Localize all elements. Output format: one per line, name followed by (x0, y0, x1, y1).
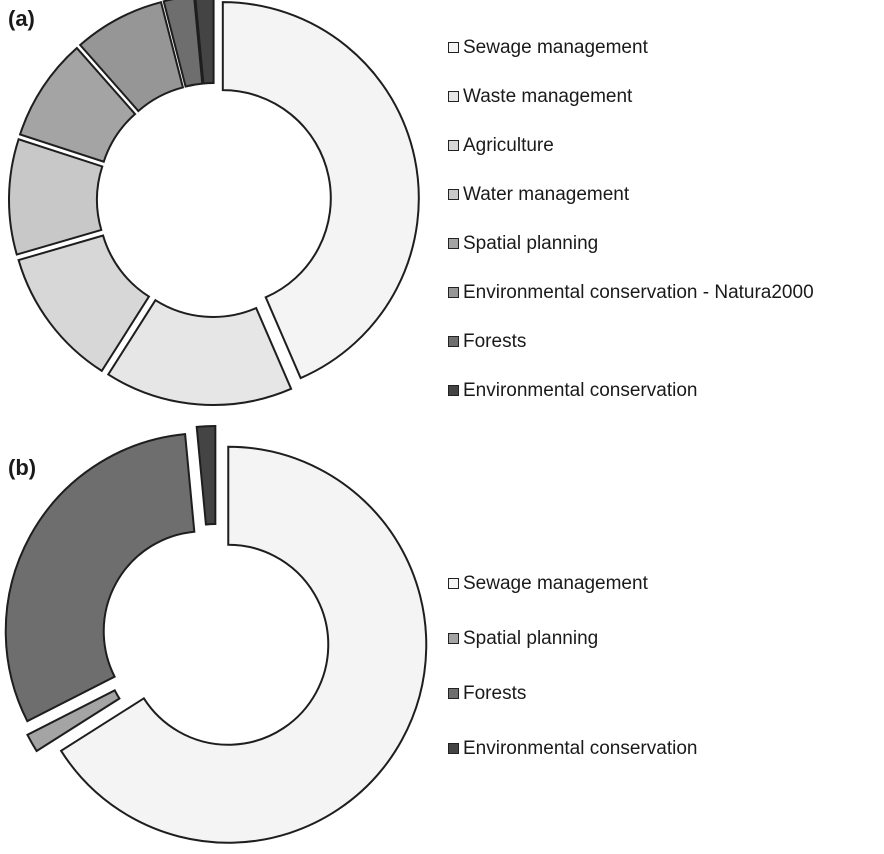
legend-item-forests: Forests (448, 666, 697, 721)
legend-label: Water management (463, 183, 630, 205)
legend-swatch (448, 688, 459, 699)
legend-label: Environmental conservation - Natura2000 (463, 281, 814, 303)
legend-label: Environmental conservation (463, 379, 698, 401)
legend-label: Environmental conservation (463, 737, 698, 759)
slice-spatial-planning (26, 688, 121, 753)
slice-forests (162, 0, 204, 88)
legend-item-water-management: Water management (448, 170, 814, 219)
legend-item-environmental-conservation: Environmental conservation (448, 366, 814, 415)
legend-label: Forests (463, 330, 527, 352)
slice-spatial-planning (18, 46, 137, 163)
legend-label: Sewage management (463, 572, 648, 594)
legend-label: Forests (463, 682, 527, 704)
slice-water-management (8, 138, 104, 256)
slice-environmental-conservation (194, 0, 215, 85)
legend-swatch (448, 287, 459, 298)
legend-swatch (448, 633, 459, 644)
donut-chart-a (8, 0, 420, 406)
legend-swatch (448, 578, 459, 589)
legend-swatch (448, 189, 459, 200)
legend-a: Sewage management Waste management Agricul… (448, 23, 814, 415)
slice-forests (4, 433, 196, 723)
legend-swatch (448, 336, 459, 347)
legend-item-spatial-planning: Spatial planning (448, 611, 697, 666)
legend-item-sewage-management: Sewage management (448, 556, 697, 611)
legend-label: Waste management (463, 85, 633, 107)
legend-item-agriculture: Agriculture (448, 121, 814, 170)
slice-waste-management (106, 298, 293, 406)
legend-item-sewage-management: Sewage management (448, 23, 814, 72)
slice-environmental-conservation-natura2000 (78, 0, 185, 113)
legend-label: Sewage management (463, 36, 648, 58)
legend-item-environmental-conservation: Environmental conservation (448, 721, 697, 776)
donut-chart-b (4, 425, 428, 844)
legend-item-environmental-conservation-natura2000: Environmental conservation - Natura2000 (448, 268, 814, 317)
legend-swatch (448, 238, 459, 249)
legend-item-forests: Forests (448, 317, 814, 366)
slice-environmental-conservation (195, 425, 217, 526)
legend-item-waste-management: Waste management (448, 72, 814, 121)
legend-swatch (448, 140, 459, 151)
legend-swatch (448, 42, 459, 53)
legend-item-spatial-planning: Spatial planning (448, 219, 814, 268)
slice-sewage-management (59, 445, 428, 844)
legend-label: Spatial planning (463, 627, 599, 649)
legend-b: Sewage management Spatial planning Forests… (448, 556, 697, 776)
panel-label-b: (b) (8, 455, 37, 480)
legend-swatch (448, 385, 459, 396)
slice-sewage-management (221, 1, 420, 380)
legend-swatch (448, 743, 459, 754)
slice-agriculture (17, 234, 151, 373)
panel-label-a: (a) (8, 6, 35, 31)
legend-swatch (448, 91, 459, 102)
legend-label: Agriculture (463, 134, 554, 156)
legend-label: Spatial planning (463, 232, 599, 254)
